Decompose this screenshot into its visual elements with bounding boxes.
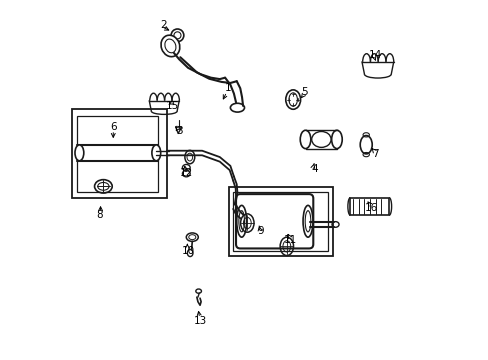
Circle shape: [171, 29, 183, 42]
Bar: [71, 109, 166, 198]
Ellipse shape: [152, 145, 161, 161]
Text: 5: 5: [301, 87, 307, 97]
Ellipse shape: [75, 145, 83, 161]
Text: 7: 7: [371, 149, 378, 158]
Bar: [349, 198, 388, 215]
Text: 2: 2: [160, 20, 166, 30]
Bar: [228, 187, 332, 256]
Text: 9: 9: [257, 226, 263, 236]
Text: 3: 3: [176, 126, 182, 136]
Ellipse shape: [236, 206, 246, 237]
Text: 12: 12: [179, 168, 193, 178]
Text: 10: 10: [181, 246, 194, 256]
Bar: [77, 117, 158, 192]
Text: 8: 8: [96, 210, 103, 220]
Text: 16: 16: [364, 203, 377, 213]
Text: 15: 15: [165, 101, 179, 111]
Ellipse shape: [161, 35, 180, 57]
Text: 14: 14: [367, 50, 381, 60]
Bar: [233, 192, 327, 251]
Text: 11: 11: [283, 235, 296, 245]
Text: 13: 13: [193, 316, 206, 326]
Ellipse shape: [303, 206, 312, 237]
Text: 4: 4: [311, 165, 318, 174]
Text: 1: 1: [225, 83, 231, 93]
Text: 6: 6: [110, 122, 117, 132]
